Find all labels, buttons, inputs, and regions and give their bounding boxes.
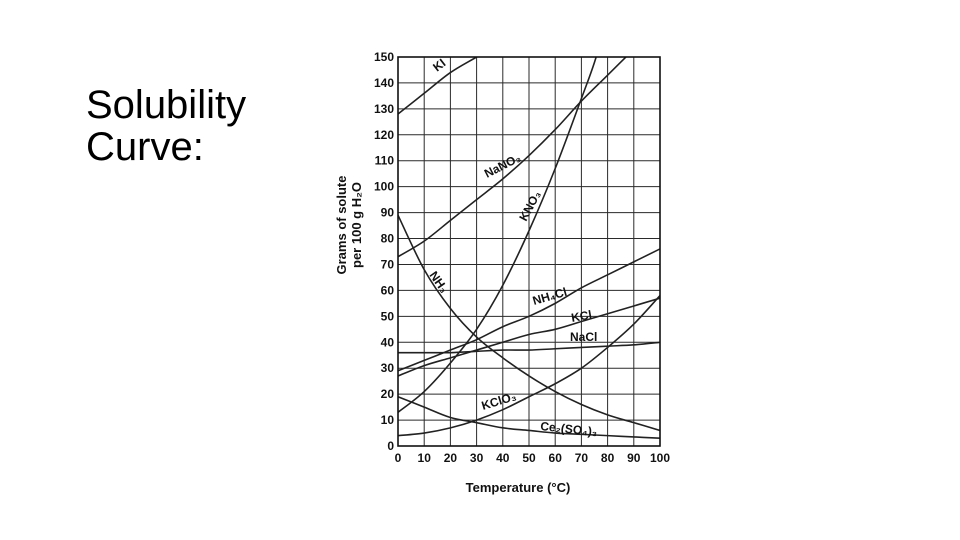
y-tick-label: 100 (374, 180, 394, 194)
series-label: NH₄Cl (531, 285, 569, 308)
x-tick-label: 40 (496, 451, 510, 465)
y-tick-label: 120 (374, 128, 394, 142)
y-axis-label: Grams of solute per 100 g H₂O (334, 176, 364, 275)
y-tick-label: 50 (381, 309, 395, 323)
y-tick-label: 30 (381, 361, 395, 375)
series-label: KClO₃ (480, 389, 518, 413)
series-label: KCl (570, 308, 593, 325)
y-tick-label: 40 (381, 335, 395, 349)
y-tick-label: 130 (374, 102, 394, 116)
x-tick-label: 80 (601, 451, 615, 465)
x-tick-label: 0 (395, 451, 402, 465)
x-tick-label: 50 (522, 451, 536, 465)
y-tick-label: 150 (374, 50, 394, 64)
x-tick-label: 30 (470, 451, 484, 465)
series-label: NaCl (570, 330, 597, 344)
y-tick-label: 70 (381, 257, 395, 271)
plot-frame (397, 56, 661, 447)
series-line (398, 57, 628, 258)
x-axis-label: Temperature (°C) (466, 480, 571, 495)
x-tick-label: 10 (418, 451, 432, 465)
x-tick-label: 70 (575, 451, 589, 465)
x-tick-label: 100 (650, 451, 670, 465)
x-tick-label: 90 (627, 451, 641, 465)
y-tick-label: 60 (381, 283, 395, 297)
series-label: NH₃ (427, 269, 452, 296)
y-tick-label: 140 (374, 76, 394, 90)
chart-grid (397, 56, 661, 447)
y-tick-label: 110 (375, 154, 395, 168)
series-line (398, 297, 660, 377)
series-line (398, 214, 660, 432)
y-tick-label: 80 (381, 232, 395, 246)
series-line (398, 57, 597, 413)
slide-title: Solubility Curve: (86, 83, 247, 169)
series-line (398, 341, 660, 354)
chart-curves (398, 57, 660, 440)
y-tick-label: 0 (387, 439, 394, 453)
y-axis-label-line-2: per 100 g H₂O (349, 182, 364, 268)
x-tick-label: 20 (444, 451, 458, 465)
y-axis-label-line-1: Grams of solute (334, 176, 349, 275)
y-tick-label: 10 (381, 413, 395, 427)
series-line (398, 395, 660, 440)
y-tick-label: 20 (381, 387, 395, 401)
series-line (398, 295, 660, 437)
axis-ticks: 0 10 20 30 40 50 60 70 80 90 100 0 10 20 30 40 50 60 70 80 9… (374, 50, 670, 465)
series-label: Ce₂(SO₄)₃ (540, 419, 598, 439)
series-label: KI (430, 56, 448, 74)
x-tick-label: 60 (549, 451, 563, 465)
y-tick-label: 90 (381, 206, 395, 220)
series-line (398, 57, 479, 115)
